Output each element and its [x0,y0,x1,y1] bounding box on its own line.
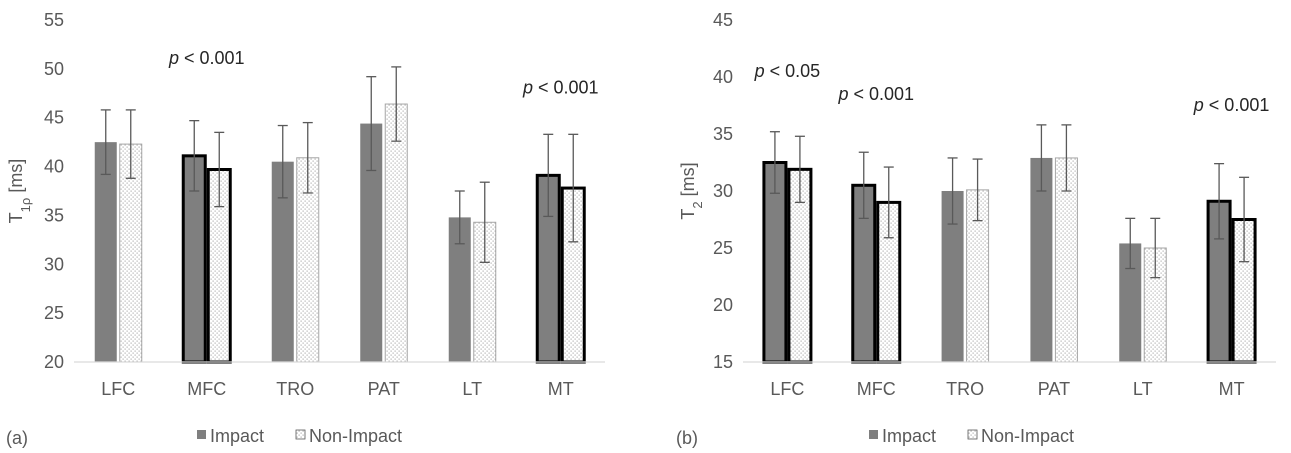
legend-non-impact-label: Non-Impact [309,426,402,446]
error-bar [214,131,225,208]
legend-non-impact-swatch [967,429,978,440]
y-tick-label: 25 [713,238,733,258]
error-bar [543,133,554,218]
x-category-label: TRO [276,379,314,399]
error-bar [1239,176,1250,263]
x-category-label: MFC [857,379,896,399]
x-category-label: PAT [1038,379,1070,399]
x-category-label: LFC [770,379,804,399]
p-value-annotation: p < 0.001 [1193,95,1270,115]
p-value-annotation: p < 0.05 [754,61,821,81]
panel-a-legend: Impact Non-Impact [197,426,402,446]
y-tick-label: 20 [44,352,64,372]
y-tick-label: 45 [713,10,733,30]
error-bar [883,166,894,239]
x-category-label: MFC [187,379,226,399]
bar-impact [271,161,294,362]
y-tick-label: 55 [44,10,64,30]
y-tick-label: 25 [44,303,64,323]
bar-non-impact [384,103,408,363]
panel-b-legend: Impact Non-Impact [869,426,1074,446]
error-bar [1125,217,1136,270]
legend-impact-swatch [197,430,206,439]
p-value-annotation: p < 0.001 [522,77,599,97]
error-bar [794,135,805,204]
error-bar [277,124,288,199]
p-value-annotation: p < 0.001 [837,84,914,104]
y-tick-label: 40 [44,157,64,177]
error-bar [125,109,136,179]
legend-non-impact-label: Non-Impact [981,426,1074,446]
legend-non-impact-swatch [295,429,306,440]
error-bar [769,131,780,194]
error-bar [568,133,579,243]
panel-b-chart: 15 20 25 30 35 40 45 T2 [ms] LFC MFC TRO PAT LT MT p <… [678,10,1276,399]
y-tick-label: 50 [44,59,64,79]
x-category-label: LFC [101,379,135,399]
x-category-label: TRO [946,379,984,399]
error-bar [391,66,402,142]
error-bar [1061,124,1072,192]
y-tick-label: 45 [44,108,64,128]
error-bar [858,151,869,220]
error-bar [100,109,111,176]
error-bar [1036,124,1047,192]
panel-a-chart: 20 25 30 35 40 45 50 55 T1ρ [ms] LFC MFC TRO PAT LT MT… [6,10,605,399]
x-category-label: PAT [368,379,400,399]
y-tick-label: 35 [44,205,64,225]
bar-impact [94,142,117,362]
y-tick-label: 30 [713,181,733,201]
legend-impact-label: Impact [882,426,936,446]
bar-impact [1119,243,1142,362]
error-bar [972,158,983,222]
error-bar [189,119,200,192]
y-tick-label: 15 [713,352,733,372]
y-axis-label: T1ρ [ms] [6,159,33,224]
x-category-label: MT [548,379,574,399]
y-tick-label: 20 [713,295,733,315]
panel-a-label: (a) [6,428,28,448]
bar-impact [360,123,383,362]
p-value-annotation: p < 0.001 [168,48,245,68]
error-bar [1214,162,1225,240]
y-axis-label: T2 [ms] [678,162,705,219]
x-category-label: LT [1133,379,1153,399]
bar-impact [941,191,964,362]
legend-impact-label: Impact [210,426,264,446]
error-bar [947,157,958,225]
y-tick-label: 40 [713,67,733,87]
error-bar [302,121,313,194]
x-category-label: LT [462,379,482,399]
error-bar [1150,217,1161,279]
error-bar [479,181,490,263]
bar-impact [1030,157,1053,362]
panel-b-label: (b) [676,428,698,448]
bar-impact [448,217,471,362]
error-bar [366,76,377,172]
legend-impact-swatch [869,430,878,439]
y-tick-label: 30 [44,254,64,274]
x-category-label: MT [1219,379,1245,399]
error-bar [454,190,465,245]
y-tick-label: 35 [713,124,733,144]
